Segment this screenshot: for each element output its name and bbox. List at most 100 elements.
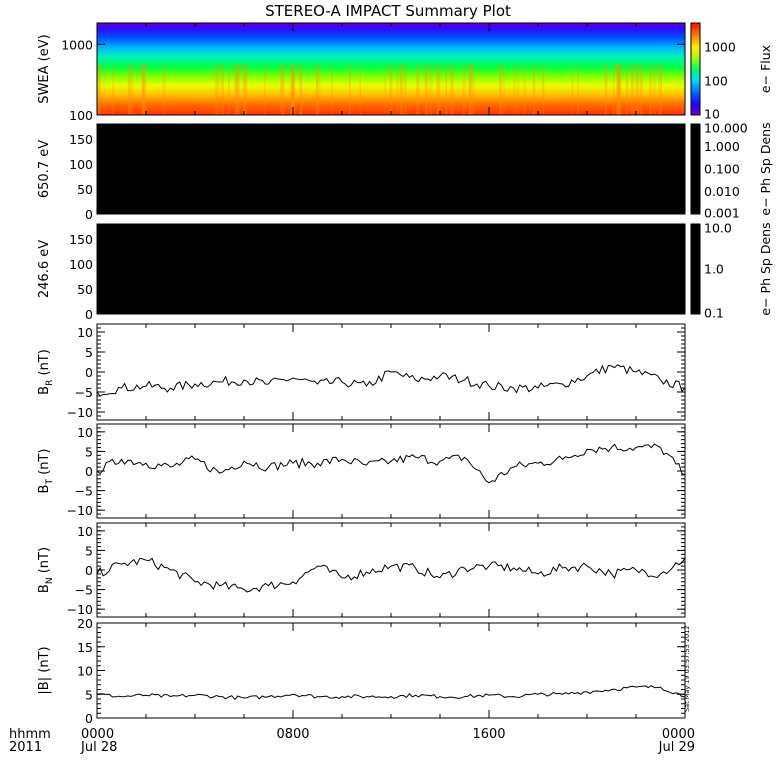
- pad650-colorbar: [691, 124, 700, 214]
- bn-ytick-label: 0: [85, 563, 93, 578]
- swea-streak: [400, 64, 404, 115]
- swea-streak: [501, 64, 506, 115]
- swea-ylabel: SWEA (eV): [37, 34, 52, 103]
- bt-ytick-label: 10: [77, 425, 93, 440]
- bn-ytick-label: −10: [67, 602, 93, 617]
- swea-streak: [244, 64, 248, 115]
- pad246-colorbar-label: e− Ph Sp Dens: [758, 222, 773, 315]
- pad246-ytick-label: 0: [85, 307, 93, 322]
- pad650-colorbar-tick-label: 0.010: [704, 184, 740, 199]
- swea-streak: [280, 64, 285, 115]
- bmag-ylabel: |B| (nT): [37, 646, 52, 694]
- xtick-date-label: Jul 29: [658, 740, 695, 755]
- swea-streak: [242, 64, 247, 115]
- swea-streak: [631, 64, 633, 115]
- swea-streak: [112, 64, 115, 115]
- swea-colorbar-label: e− Flux: [758, 45, 773, 93]
- bt-series-line: [96, 443, 686, 484]
- swea-streak: [639, 64, 643, 115]
- pad650-ytick-label: 150: [69, 132, 93, 147]
- pad650-ylabel: 650.7 eV: [37, 140, 52, 198]
- panel-bn: −10 −5 0 5 10 BN (nT): [37, 522, 686, 618]
- bn-ytick-label: 10: [77, 524, 93, 539]
- swea-streak: [127, 64, 132, 115]
- bt-ylabel-main: B: [37, 485, 52, 494]
- pad650-ytick-label: 0: [85, 207, 93, 222]
- pad246-spectrogram: [97, 224, 685, 314]
- panel-swea: 100 1000 SWEA (eV) 10 100 1000 e− Flux: [37, 22, 773, 123]
- bmag-series-line: [96, 685, 685, 701]
- swea-streak: [403, 64, 407, 115]
- xtick-date-label: Jul 28: [80, 740, 117, 755]
- swea-streak: [142, 64, 147, 115]
- bn-ylabel-sub: N: [45, 577, 55, 584]
- pad246-colorbar-frame: [690, 223, 701, 315]
- swea-streak: [97, 64, 101, 115]
- swea-streak: [429, 64, 433, 115]
- swea-streak: [471, 64, 476, 115]
- xtick-label: 0000: [662, 727, 695, 742]
- swea-streak: [618, 64, 622, 115]
- br-ytick-label: 5: [85, 345, 93, 360]
- br-ytick-label: 10: [77, 325, 93, 340]
- swea-streak: [216, 64, 220, 115]
- swea-streak: [331, 64, 333, 115]
- swea-streak: [468, 64, 471, 115]
- bn-ytick-label: −5: [75, 583, 93, 598]
- swea-streak: [630, 64, 635, 115]
- pad246-colorbar: [691, 224, 700, 314]
- swea-streak: [399, 64, 402, 115]
- swea-streak: [290, 64, 294, 115]
- bmag-ytick-label: 10: [77, 664, 93, 679]
- swea-streak: [424, 64, 428, 115]
- bmag-ylabel-unit: (nT): [37, 646, 52, 676]
- swea-streak: [389, 64, 393, 115]
- swea-streak: [161, 64, 166, 115]
- pad246-ytick-label: 150: [69, 232, 93, 247]
- bn-ytick-label: 5: [85, 543, 93, 558]
- swea-streak: [103, 64, 105, 115]
- br-series-line: [96, 364, 686, 397]
- swea-streak: [660, 64, 662, 115]
- swea-streak: [315, 64, 318, 115]
- swea-streak: [653, 64, 656, 115]
- swea-colorbar-tick-label: 1000: [704, 39, 736, 54]
- swea-streak: [228, 64, 230, 115]
- swea-streak: [292, 64, 294, 115]
- swea-colorbar-frame: [690, 22, 701, 116]
- panel-bmag: 0 5 10 15 20 |B| (nT): [37, 616, 686, 726]
- swea-streak: [617, 64, 621, 115]
- pad650-ytick-label: 50: [77, 182, 93, 197]
- pad246-colorbar-tick-label: 1.0: [704, 262, 724, 277]
- swea-streak: [348, 64, 351, 115]
- pad650-ytick-label: 100: [69, 157, 93, 172]
- xtick-label: 0000: [81, 727, 114, 742]
- swea-streak: [513, 64, 517, 115]
- pad650-colorbar-tick-label: 10.000: [704, 121, 748, 136]
- swea-streak: [141, 64, 145, 115]
- swea-streak: [635, 64, 639, 115]
- swea-streak: [131, 64, 134, 115]
- swea-streak: [416, 64, 420, 115]
- swea-colorbar: [691, 23, 700, 115]
- swea-colorbar-tick-label: 100: [704, 73, 728, 88]
- bmag-ytick-label: 5: [85, 687, 93, 702]
- br-ylabel-unit: (nT): [37, 349, 52, 379]
- swea-streak: [499, 64, 502, 115]
- swea-streak: [299, 64, 303, 115]
- swea-streak: [616, 64, 620, 115]
- xtick-label: 0800: [276, 727, 309, 742]
- br-ylabel-main: B: [37, 386, 52, 395]
- bmag-ytick-label: 20: [77, 616, 93, 631]
- x-corner-label-hhmm: hhmm: [9, 727, 51, 742]
- pad650-colorbar-tick-label: 1.000: [704, 139, 740, 154]
- swea-streak: [468, 64, 473, 115]
- swea-streak: [235, 64, 239, 115]
- pad246-ytick-label: 50: [77, 282, 93, 297]
- br-ytick-label: −5: [75, 385, 93, 400]
- swea-streak: [542, 64, 545, 115]
- bn-ylabel-main: B: [37, 584, 52, 593]
- swea-streak: [234, 64, 238, 115]
